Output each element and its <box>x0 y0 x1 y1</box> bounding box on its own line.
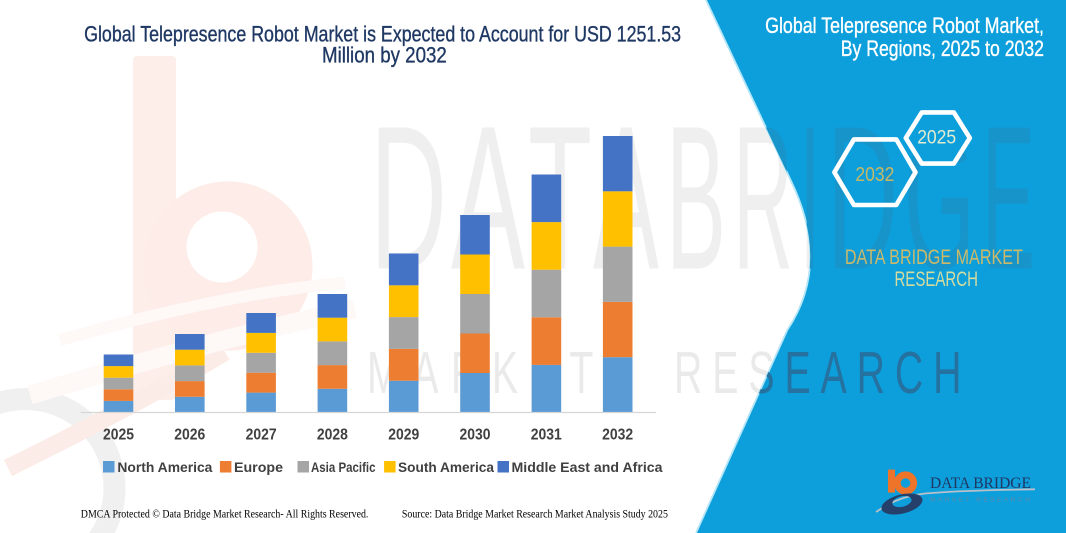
svg-text:2025: 2025 <box>103 427 134 444</box>
svg-text:Europe: Europe <box>234 459 283 475</box>
svg-text:2025: 2025 <box>917 127 956 149</box>
svg-text:2032: 2032 <box>855 163 894 186</box>
svg-text:2028: 2028 <box>317 427 348 444</box>
svg-text:Global Telepresence Robot Mark: Global Telepresence Robot Market, <box>765 13 1044 38</box>
svg-text:Source: Data Bridge Market Res: Source: Data Bridge Market Research Mark… <box>402 507 668 521</box>
svg-text:2032: 2032 <box>602 427 633 444</box>
svg-text:Asia Pacific: Asia Pacific <box>311 459 376 475</box>
svg-text:North America: North America <box>117 459 212 475</box>
svg-text:B: B <box>666 84 726 313</box>
svg-text:2026: 2026 <box>174 427 205 444</box>
svg-text:2031: 2031 <box>531 427 562 444</box>
svg-text:South America: South America <box>398 459 494 475</box>
svg-text:2027: 2027 <box>246 427 277 444</box>
svg-text:Middle East and Africa: Middle East and Africa <box>512 459 663 475</box>
svg-text:E: E <box>982 84 1035 313</box>
svg-text:DATA BRIDGE MARKET: DATA BRIDGE MARKET <box>845 246 1023 269</box>
svg-text:2030: 2030 <box>460 427 491 444</box>
svg-text:DATA BRIDGE: DATA BRIDGE <box>930 475 1031 492</box>
svg-text:By Regions, 2025 to 2032: By Regions, 2025 to 2032 <box>841 36 1044 61</box>
svg-text:D: D <box>827 84 898 313</box>
svg-text:RESEARCH: RESEARCH <box>894 268 978 291</box>
svg-text:DMCA Protected © Data Bridge M: DMCA Protected © Data Bridge Market Rese… <box>81 507 369 521</box>
svg-text:2029: 2029 <box>388 427 419 444</box>
svg-text:MARKET RESEARCH: MARKET RESEARCH <box>930 497 1030 504</box>
svg-text:Million by 2032: Million by 2032 <box>322 43 447 68</box>
svg-text:Global Telepresence Robot Mark: Global Telepresence Robot Market is Expe… <box>84 21 681 46</box>
